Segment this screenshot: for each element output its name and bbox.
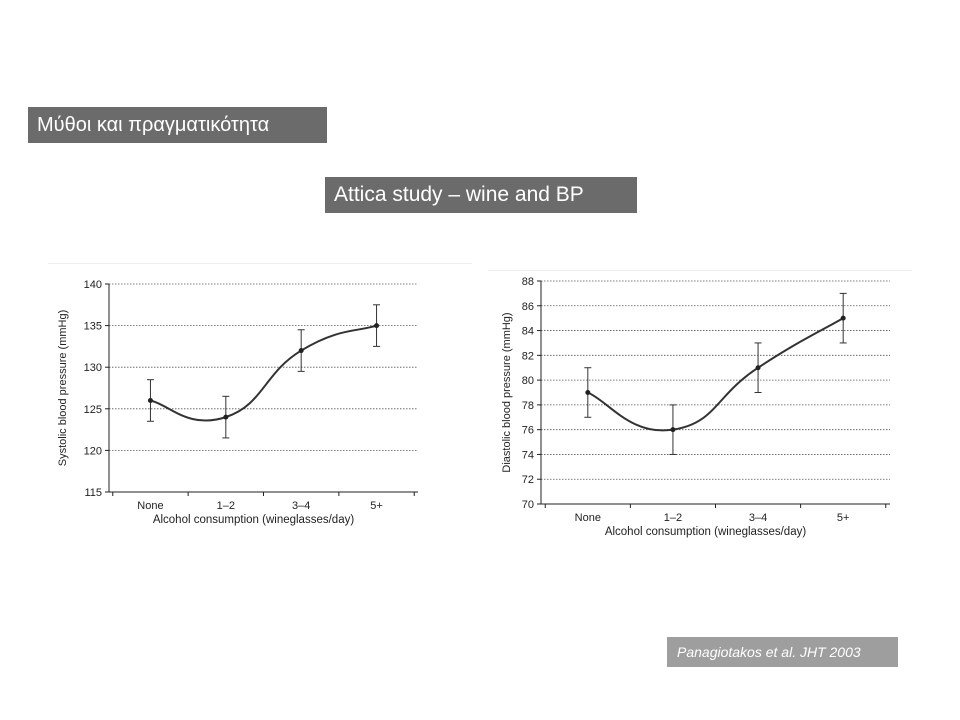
slide-subtitle: Attica study – wine and BP: [325, 177, 637, 213]
y-tick-label: 74: [522, 449, 534, 461]
systolic-chart-panel: 115 120 125 130 135 140 None 1–2 3–4 5+ Alcohol co…: [48, 263, 472, 548]
data-point: [223, 414, 229, 420]
y-tick-label: 70: [522, 499, 534, 511]
y-tick-label: 82: [522, 350, 534, 362]
y-tick-label: 84: [522, 326, 534, 338]
data-point: [840, 315, 846, 321]
y-tick-label: 88: [522, 276, 534, 288]
x-axis-title: Alcohol consumption (wineglasses/day): [605, 526, 807, 538]
x-tick-label: None: [575, 512, 601, 524]
y-tick-label: 80: [522, 375, 534, 387]
y-tick-label: 76: [522, 425, 534, 437]
y-tick-label: 78: [522, 400, 534, 412]
data-point: [298, 348, 304, 354]
y-axis-title: Diastolic blood pressure (mmHg): [501, 312, 513, 472]
y-tick-label: 130: [84, 362, 102, 374]
x-tick-label: None: [137, 500, 163, 512]
data-point: [147, 397, 153, 403]
y-tick-label: 125: [84, 404, 102, 416]
x-tick-label: 3–4: [292, 500, 310, 512]
systolic-chart: 115 120 125 130 135 140 None 1–2 3–4 5+ Alcohol co…: [57, 279, 418, 526]
x-axis-title: Alcohol consumption (wineglasses/day): [153, 514, 355, 526]
y-tick-label: 72: [522, 474, 534, 486]
series-line: [150, 324, 377, 422]
diastolic-chart: 70 72 74 76 78 80 82 84 86 88 None 1–2 3–4 5+ Alcohol …: [501, 276, 890, 538]
y-axis-title: Systolic blood pressure (mmHg): [57, 310, 69, 467]
data-point: [374, 323, 380, 329]
slide-title: Μύθοι και πραγματικότητα: [28, 107, 327, 143]
series-line: [587, 317, 844, 432]
y-tick-label: 120: [84, 445, 102, 457]
y-tick-label: 115: [84, 487, 102, 499]
x-tick-label: 1–2: [217, 500, 235, 512]
data-point: [670, 427, 676, 433]
y-tick-label: 140: [84, 279, 102, 291]
data-point: [755, 365, 761, 371]
y-tick-label: 86: [522, 301, 534, 313]
diastolic-chart-panel: 70 72 74 76 78 80 82 84 86 88 None 1–2 3–4 5+ Alcohol …: [488, 270, 912, 543]
x-tick-label: 3–4: [749, 512, 767, 524]
x-tick-label: 1–2: [664, 512, 682, 524]
x-tick-label: 5+: [837, 512, 850, 524]
y-tick-label: 135: [84, 321, 102, 333]
x-tick-label: 5+: [370, 500, 383, 512]
data-point: [585, 390, 591, 395]
citation: Panagiotakos et al. JHT 2003: [667, 637, 898, 667]
